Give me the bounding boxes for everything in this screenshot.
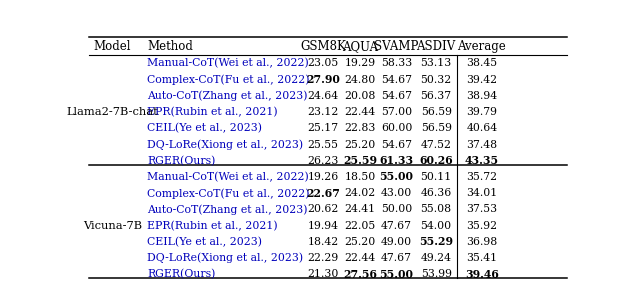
Text: 43.00: 43.00 [381,188,412,198]
Text: RGER(Ours): RGER(Ours) [147,269,215,280]
Text: 54.67: 54.67 [381,91,412,101]
Text: 34.01: 34.01 [466,188,497,198]
Text: 20.08: 20.08 [344,91,376,101]
Text: DQ-LoRe(Xiong et al., 2023): DQ-LoRe(Xiong et al., 2023) [147,253,303,263]
Text: 54.67: 54.67 [381,75,412,85]
Text: 60.26: 60.26 [419,155,453,166]
Text: 22.44: 22.44 [345,253,376,263]
Text: 56.37: 56.37 [420,91,452,101]
Text: 39.79: 39.79 [467,107,497,117]
Text: 57.00: 57.00 [381,107,412,117]
Text: 50.32: 50.32 [420,75,452,85]
Text: 26.23: 26.23 [307,156,339,166]
Text: 27.90: 27.90 [306,74,340,85]
Text: Complex-CoT(Fu et al., 2022): Complex-CoT(Fu et al., 2022) [147,188,310,199]
Text: 47.67: 47.67 [381,253,412,263]
Text: 61.33: 61.33 [380,155,413,166]
Text: 25.59: 25.59 [343,155,377,166]
Text: 53.13: 53.13 [420,58,452,68]
Text: 47.67: 47.67 [381,221,412,231]
Text: Complex-CoT(Fu et al., 2022): Complex-CoT(Fu et al., 2022) [147,74,310,85]
Text: 56.59: 56.59 [420,107,452,117]
Text: EPR(Rubin et al., 2021): EPR(Rubin et al., 2021) [147,107,278,117]
Text: 55.00: 55.00 [380,269,413,280]
Text: 24.02: 24.02 [344,188,376,198]
Text: 35.72: 35.72 [466,172,497,182]
Text: 22.44: 22.44 [345,107,376,117]
Text: Auto-CoT(Zhang et al., 2023): Auto-CoT(Zhang et al., 2023) [147,91,307,101]
Text: 25.55: 25.55 [308,140,339,150]
Text: 22.05: 22.05 [344,221,376,231]
Text: 55.00: 55.00 [380,172,413,182]
Text: RGER(Ours): RGER(Ours) [147,156,215,166]
Text: 50.11: 50.11 [420,172,452,182]
Text: Auto-CoT(Zhang et al., 2023): Auto-CoT(Zhang et al., 2023) [147,204,307,215]
Text: DQ-LoRe(Xiong et al., 2023): DQ-LoRe(Xiong et al., 2023) [147,139,303,150]
Text: 37.48: 37.48 [466,140,497,150]
Text: 22.83: 22.83 [344,123,376,133]
Text: 38.94: 38.94 [466,91,497,101]
Text: CEIL(Ye et al., 2023): CEIL(Ye et al., 2023) [147,237,262,247]
Text: 46.36: 46.36 [420,188,452,198]
Text: ASDIV: ASDIV [417,40,456,53]
Text: 35.92: 35.92 [466,221,497,231]
Text: 60.00: 60.00 [381,123,412,133]
Text: Manual-CoT(Wei et al., 2022): Manual-CoT(Wei et al., 2022) [147,172,308,182]
Text: AQUA: AQUA [342,40,378,53]
Text: SVAMP: SVAMP [374,40,419,53]
Text: Manual-CoT(Wei et al., 2022): Manual-CoT(Wei et al., 2022) [147,58,308,68]
Text: 54.67: 54.67 [381,140,412,150]
Text: GSM8K: GSM8K [300,40,346,53]
Text: 49.00: 49.00 [381,237,412,247]
Text: 24.80: 24.80 [344,75,376,85]
Text: 25.17: 25.17 [307,123,339,133]
Text: 20.62: 20.62 [307,204,339,215]
Text: 39.42: 39.42 [466,75,497,85]
Text: CEIL(Ye et al., 2023): CEIL(Ye et al., 2023) [147,123,262,133]
Text: Method: Method [147,40,193,53]
Text: 38.45: 38.45 [466,58,497,68]
Text: Model: Model [93,40,131,53]
Text: 24.41: 24.41 [345,204,376,215]
Text: 27.56: 27.56 [343,269,377,280]
Text: Average: Average [458,40,506,53]
Text: Llama2-7B-chat: Llama2-7B-chat [67,107,158,117]
Text: 23.05: 23.05 [307,58,339,68]
Text: 19.29: 19.29 [345,58,376,68]
Text: EPR(Rubin et al., 2021): EPR(Rubin et al., 2021) [147,221,278,231]
Text: 55.29: 55.29 [419,237,453,247]
Text: Vicuna-7B: Vicuna-7B [83,221,142,231]
Text: 58.33: 58.33 [381,58,412,68]
Text: 50.00: 50.00 [381,204,412,215]
Text: 53.99: 53.99 [420,269,452,279]
Text: 56.59: 56.59 [420,123,452,133]
Text: 18.42: 18.42 [307,237,339,247]
Text: 18.50: 18.50 [344,172,376,182]
Text: 39.46: 39.46 [465,269,499,280]
Text: 22.29: 22.29 [307,253,339,263]
Text: 54.00: 54.00 [420,221,452,231]
Text: 25.20: 25.20 [344,140,376,150]
Text: 55.08: 55.08 [420,204,452,215]
Text: 22.67: 22.67 [306,188,340,199]
Text: 19.26: 19.26 [307,172,339,182]
Text: 19.94: 19.94 [308,221,339,231]
Text: 21.30: 21.30 [307,269,339,279]
Text: 40.64: 40.64 [466,123,497,133]
Text: 49.24: 49.24 [420,253,452,263]
Text: 43.35: 43.35 [465,155,499,166]
Text: 25.20: 25.20 [344,237,376,247]
Text: 36.98: 36.98 [466,237,497,247]
Text: 35.41: 35.41 [466,253,497,263]
Text: 24.64: 24.64 [307,91,339,101]
Text: 47.52: 47.52 [420,140,452,150]
Text: 37.53: 37.53 [466,204,497,215]
Text: 23.12: 23.12 [307,107,339,117]
